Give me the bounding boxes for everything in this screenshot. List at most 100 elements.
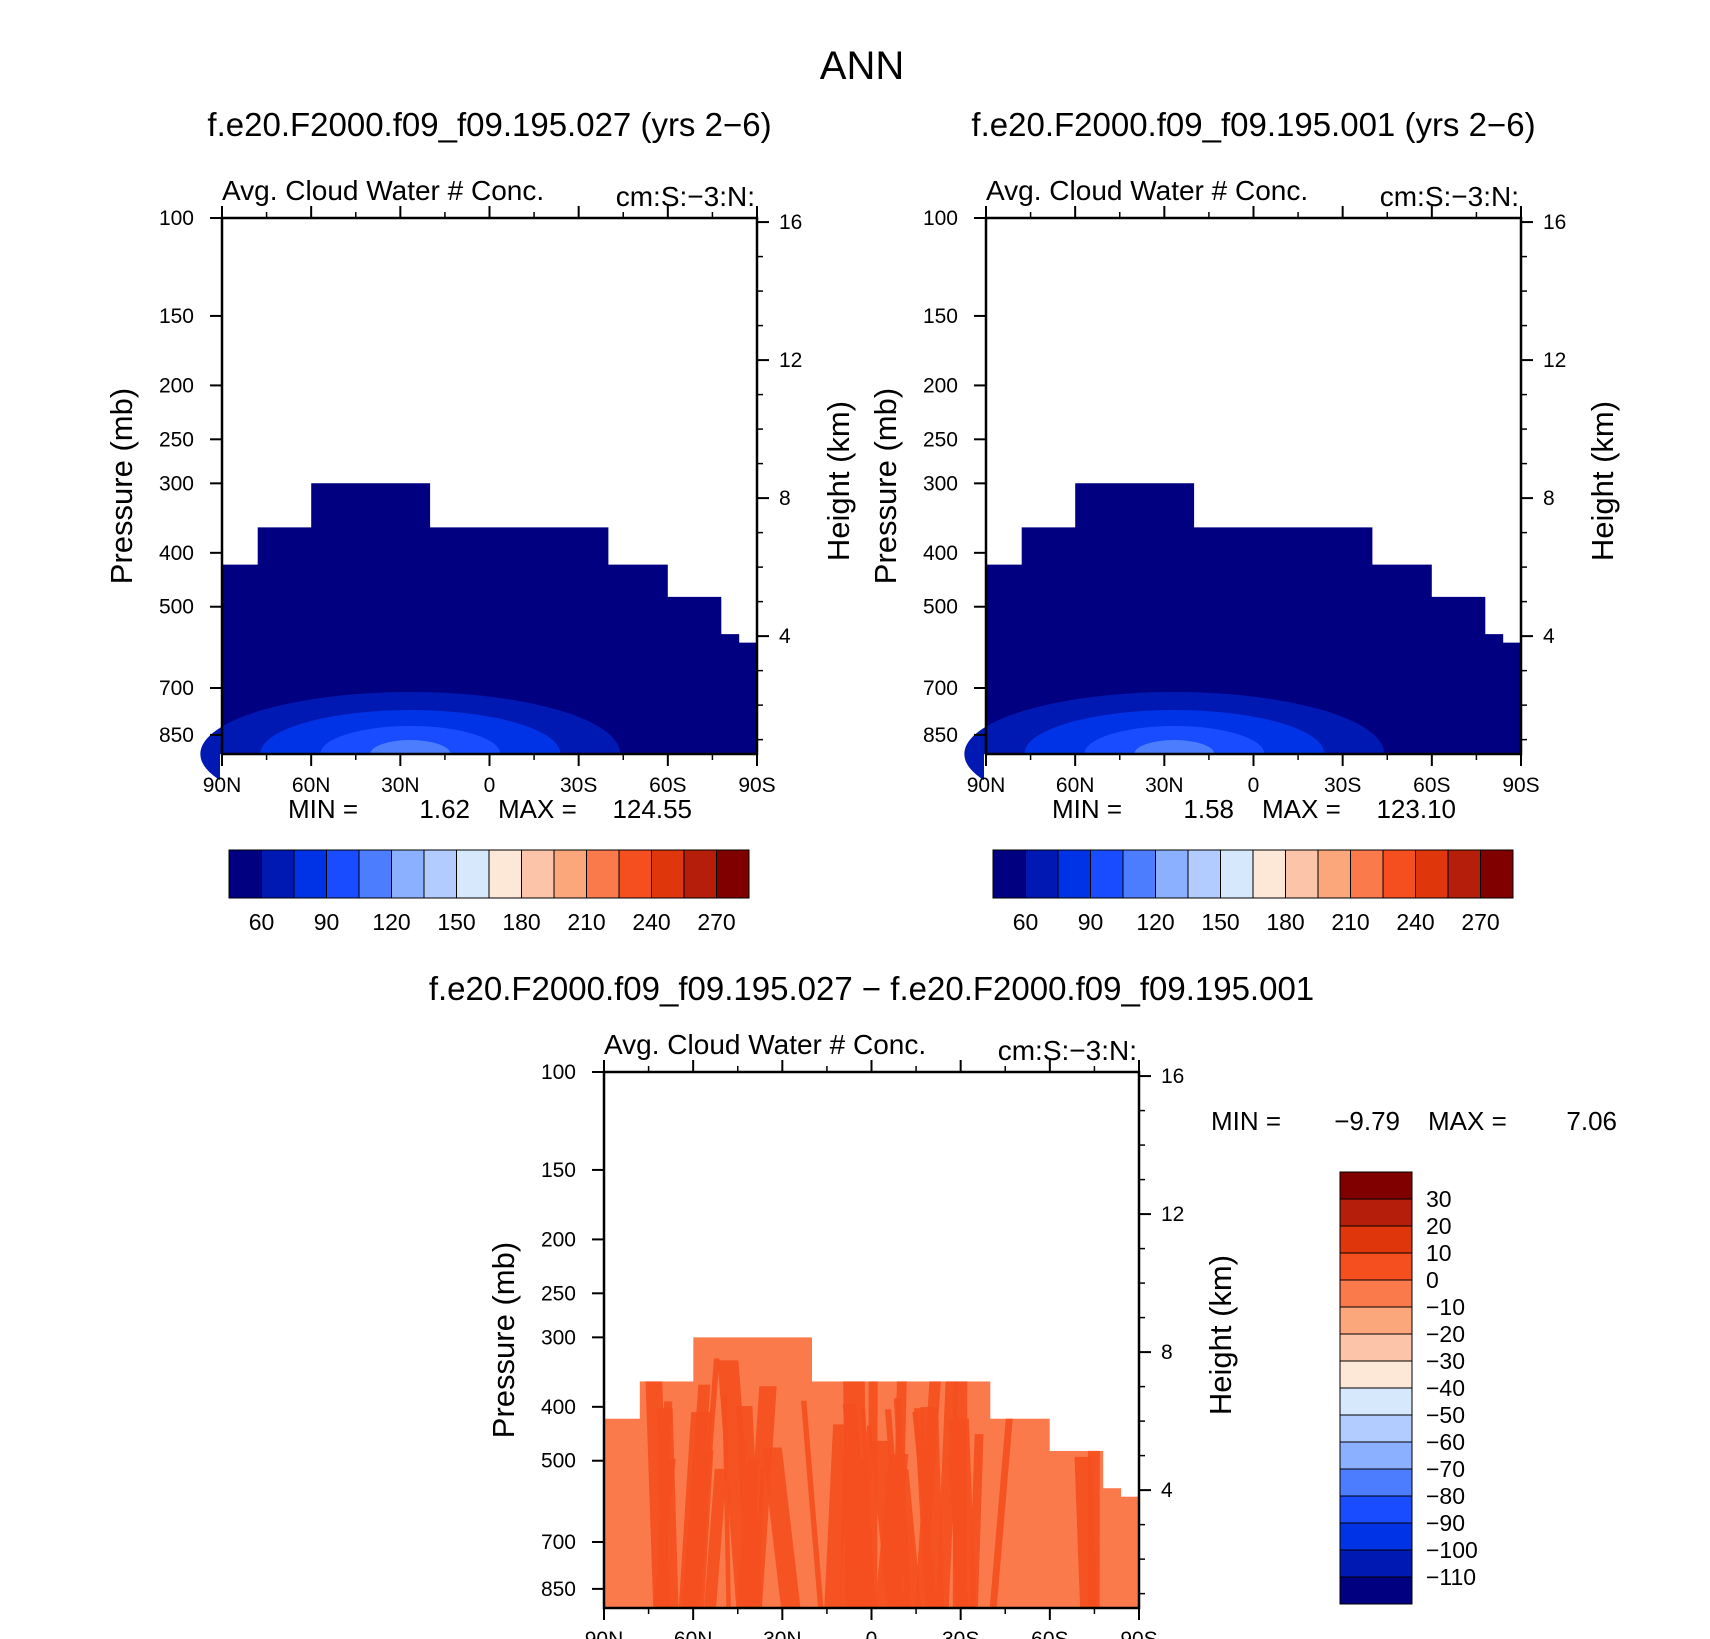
colorbar-swatch — [1285, 849, 1319, 899]
x-tick-label: 30S — [560, 774, 597, 797]
field-streak — [870, 1440, 906, 1608]
y-tick-label: 850 — [541, 1578, 576, 1601]
y-right-tick-label: 16 — [779, 211, 802, 234]
colorbar-swatch — [586, 849, 620, 899]
x-tick-label: 0 — [866, 1628, 878, 1639]
y-tick-label: 700 — [541, 1531, 576, 1554]
y-right-tick-label: 16 — [1161, 1065, 1184, 1088]
colorbar-label: 150 — [437, 909, 475, 935]
colorbar-swatch — [1447, 849, 1481, 899]
colorbar-swatch — [1339, 1225, 1413, 1254]
colorbar-swatch — [1339, 1306, 1413, 1335]
min-value: 1.62 — [419, 794, 470, 824]
y-right-tick-label: 8 — [1161, 1341, 1173, 1364]
max-label: MAX = — [1428, 1106, 1507, 1136]
field-streak — [694, 1358, 720, 1608]
chart-panel-1: f.e20.F2000.f09_f09.195.027 (yrs 2−6) Avg… — [104, 106, 856, 935]
max-value: 123.10 — [1376, 794, 1456, 824]
colorbar-label: 90 — [314, 909, 340, 935]
colorbar-label: −30 — [1426, 1348, 1465, 1374]
colorbar-swatch — [456, 849, 490, 899]
colorbar-swatch — [992, 849, 1026, 899]
max-value: 7.06 — [1566, 1106, 1617, 1136]
x-tick-label: 60S — [1413, 774, 1450, 797]
y-right-axis-label: Height (km) — [821, 401, 856, 561]
y-right-axis-label: Height (km) — [1585, 401, 1620, 561]
field-streak — [843, 1364, 867, 1608]
y-tick-label: 300 — [923, 472, 958, 495]
y-tick-label: 100 — [541, 1061, 576, 1084]
field-streak — [892, 1469, 922, 1608]
field-streak — [914, 1365, 942, 1608]
colorbar-label: 20 — [1426, 1213, 1452, 1239]
y-tick-label: 700 — [923, 677, 958, 700]
x-tick-label: 60S — [649, 774, 686, 797]
field-streak — [989, 1372, 1017, 1608]
colorbar-label: −80 — [1426, 1483, 1465, 1509]
panels: f.e20.F2000.f09_f09.195.027 (yrs 2−6) Avg… — [104, 106, 1620, 1639]
colorbar-label: 60 — [1013, 909, 1039, 935]
x-tick-label: 90N — [967, 774, 1006, 797]
max-label: MAX = — [1262, 794, 1341, 824]
chart-panel-3: f.e20.F2000.f09_f09.195.027 − f.e20.F200… — [429, 970, 1617, 1639]
colorbar-swatch — [651, 849, 685, 899]
field-outside-mask — [604, 1072, 1139, 1608]
x-tick-label: 0 — [484, 774, 496, 797]
field-streak — [754, 1466, 765, 1608]
field-streak — [762, 1447, 801, 1608]
y-tick-label: 200 — [541, 1228, 576, 1251]
colorbar-swatch — [1252, 849, 1286, 899]
colorbar-swatch — [1339, 1333, 1413, 1362]
panel-subtitle-units: cm:S:−3:N: — [1380, 181, 1519, 212]
max-value: 124.55 — [612, 794, 692, 824]
x-tick-label: 30N — [763, 1628, 802, 1639]
colorbar-swatch — [1415, 849, 1449, 899]
panel-subtitle-units: cm:S:−3:N: — [616, 181, 755, 212]
colorbar-swatch — [1122, 849, 1156, 899]
y-right-tick-label: 16 — [1543, 211, 1566, 234]
colorbar-label: −70 — [1426, 1456, 1465, 1482]
colorbar-swatch — [1339, 1576, 1413, 1605]
colorbar-swatch — [1339, 1198, 1413, 1227]
colorbar-swatch — [1339, 1549, 1413, 1578]
x-tick-label: 60N — [674, 1628, 713, 1639]
field-streak — [736, 1406, 762, 1608]
y-tick-label: 400 — [541, 1396, 576, 1419]
x-tick-label: 60S — [1031, 1628, 1068, 1639]
field-streak — [704, 1468, 727, 1608]
colorbar-swatch — [1220, 849, 1254, 899]
y-tick-label: 150 — [159, 305, 194, 328]
colorbar-label: 90 — [1078, 909, 1104, 935]
field-streak — [948, 1418, 976, 1608]
panel-subtitle-variable: Avg. Cloud Water # Conc. — [986, 175, 1308, 206]
y-tick-label: 250 — [159, 428, 194, 451]
chart-panel-2: f.e20.F2000.f09_f09.195.001 (yrs 2−6) Avg… — [868, 106, 1620, 935]
y-tick-label: 200 — [159, 374, 194, 397]
colorbar-label: 150 — [1201, 909, 1239, 935]
colorbar-label: −60 — [1426, 1429, 1465, 1455]
colorbar-swatch — [261, 849, 295, 899]
colorbar-label: 120 — [1136, 909, 1174, 935]
panel-title: f.e20.F2000.f09_f09.195.027 − f.e20.F200… — [429, 970, 1314, 1007]
y-tick-label: 250 — [541, 1282, 576, 1305]
colorbar-swatch — [1339, 1171, 1413, 1200]
panel-subtitle-units: cm:S:−3:N: — [998, 1035, 1137, 1066]
y-tick-label: 850 — [159, 724, 194, 747]
colorbar-label: −40 — [1426, 1375, 1465, 1401]
x-tick-label: 90N — [585, 1628, 624, 1639]
y-tick-label: 400 — [923, 542, 958, 565]
field-streak — [800, 1400, 824, 1608]
colorbar-label: 180 — [502, 909, 540, 935]
x-tick-label: 30N — [1145, 774, 1184, 797]
colorbar-swatch — [228, 849, 262, 899]
colorbar-label: 30 — [1426, 1186, 1452, 1212]
y-right-tick-label: 4 — [1161, 1479, 1173, 1502]
y-right-tick-label: 12 — [779, 349, 802, 372]
colorbar-swatch — [1057, 849, 1091, 899]
x-tick-label: 30S — [1324, 774, 1361, 797]
y-right-tick-label: 12 — [1161, 1203, 1184, 1226]
colorbar-swatch — [521, 849, 555, 899]
panel-subtitle-variable: Avg. Cloud Water # Conc. — [604, 1029, 926, 1060]
colorbar-label: 60 — [249, 909, 275, 935]
colorbar-label: −110 — [1426, 1564, 1476, 1590]
